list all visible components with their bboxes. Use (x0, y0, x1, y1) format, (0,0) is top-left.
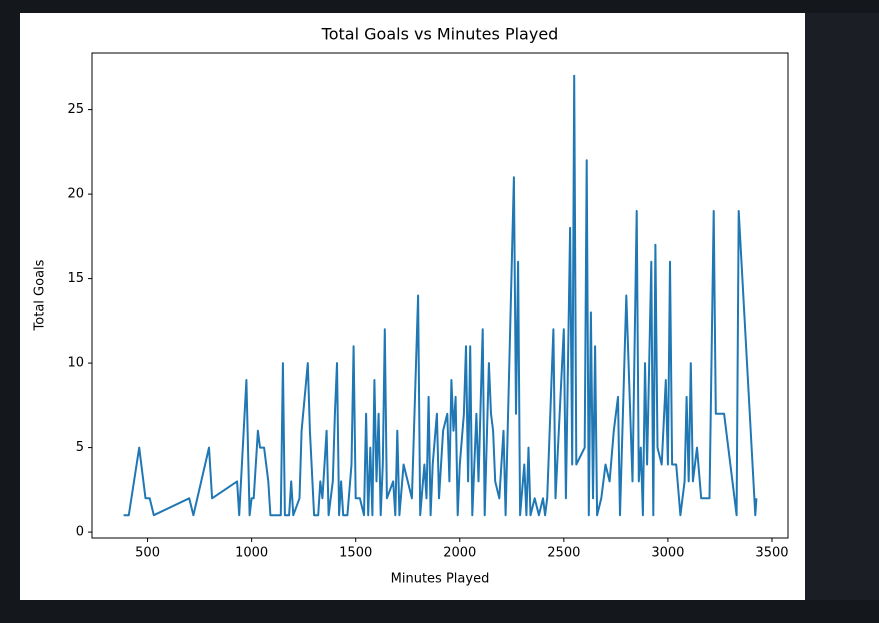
x-axis-label: Minutes Played (391, 572, 490, 587)
y-tick-label: 25 (67, 102, 84, 117)
y-axis-label: Total Goals (33, 259, 48, 331)
y-tick-label: 10 (67, 356, 84, 371)
axes-frame (91, 52, 789, 539)
y-tick-label: 20 (67, 187, 84, 202)
x-tick-label: 3000 (651, 546, 684, 561)
y-tick-label: 5 (76, 440, 84, 455)
x-tick-label: 1000 (235, 546, 268, 561)
x-tick-label: 3500 (755, 546, 788, 561)
x-tick-label: 1500 (339, 546, 372, 561)
data-line (123, 74, 758, 517)
y-tick-label: 15 (67, 271, 84, 286)
x-tick-label: 2500 (547, 546, 580, 561)
chart-title: Total Goals vs Minutes Played (321, 25, 559, 44)
x-tick-label: 2000 (443, 546, 476, 561)
x-tick-label: 500 (135, 546, 160, 561)
figure (20, 13, 805, 600)
y-tick-label: 0 (76, 525, 84, 540)
side-panel (805, 13, 879, 600)
